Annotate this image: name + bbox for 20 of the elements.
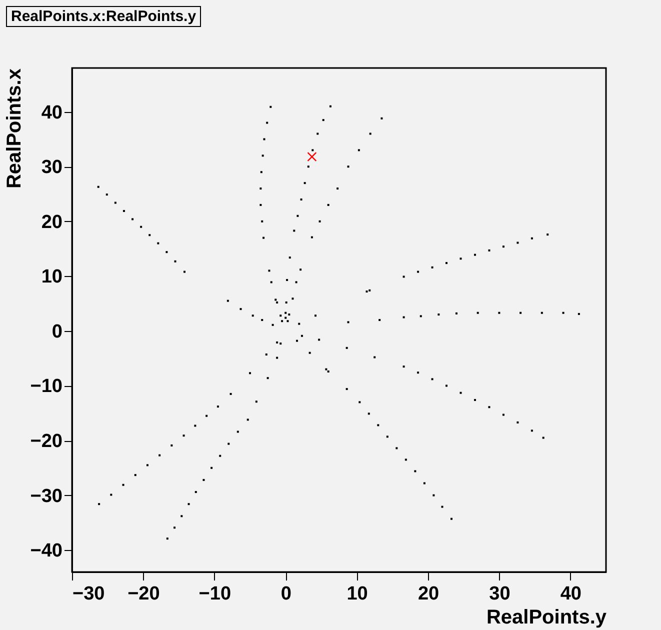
x-tick-label: 40 xyxy=(560,584,582,604)
x-tick-label: 20 xyxy=(418,584,440,604)
x-tick-label: −10 xyxy=(198,584,232,604)
y-tick-label: −10 xyxy=(30,376,62,398)
x-tick-label: −20 xyxy=(128,584,160,604)
y-tick-label: 20 xyxy=(41,212,62,233)
x-tick-label: 10 xyxy=(346,584,368,604)
y-axis-title: RealPoints.x xyxy=(3,68,26,189)
x-tick-label: −30 xyxy=(72,584,105,604)
y-tick-label: −30 xyxy=(30,486,62,507)
x-tick-label: 0 xyxy=(280,584,292,604)
y-tick-label: 30 xyxy=(41,157,62,178)
y-tick-label: 0 xyxy=(52,321,62,342)
x-axis-title: RealPoints.y xyxy=(486,606,608,628)
y-tick-label: 10 xyxy=(41,266,62,288)
y-tick-label: −40 xyxy=(30,540,62,562)
y-tick-label: 40 xyxy=(41,102,62,124)
y-tick-label: −20 xyxy=(30,431,62,452)
x-tick-label: 30 xyxy=(489,584,510,604)
chart-title: RealPoints.x:RealPoints.y xyxy=(6,6,202,27)
